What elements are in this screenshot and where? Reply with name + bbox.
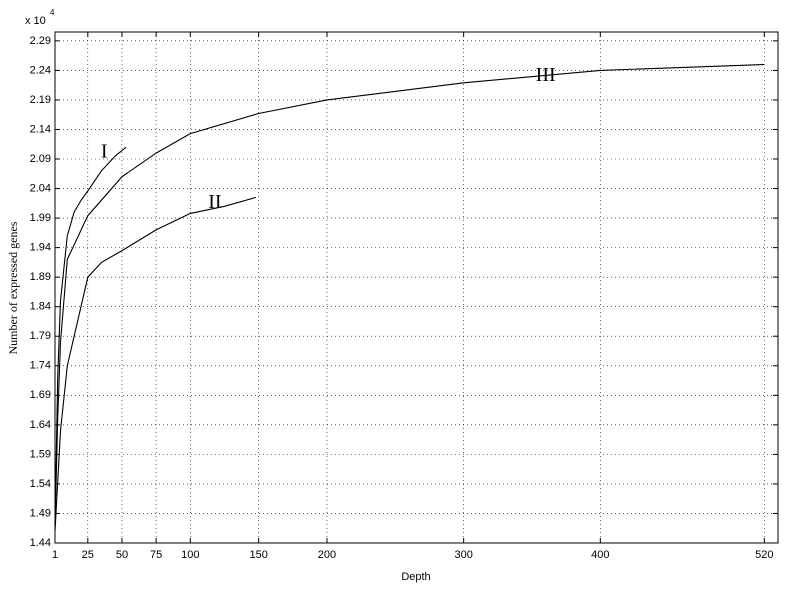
y-tick-label: 1.59 — [30, 448, 51, 460]
y-tick-label: 1.49 — [30, 507, 51, 519]
series-label: II — [208, 191, 221, 213]
y-tick-label: 1.84 — [30, 301, 51, 313]
y-multiplier: x 10 — [25, 15, 46, 27]
y-tick-label: 2.29 — [30, 35, 51, 47]
y-tick-label: 1.74 — [30, 360, 51, 372]
x-tick-label: 50 — [116, 549, 128, 561]
line — [54, 63, 765, 526]
y-tick-label: 1.54 — [30, 478, 51, 490]
x-tick-label: 200 — [318, 549, 336, 561]
y-tick-label: 1.79 — [30, 330, 51, 342]
y-tick-label: 2.04 — [30, 182, 51, 194]
series-label: III — [536, 64, 556, 86]
y-tick-label: 2.14 — [30, 123, 51, 135]
y-axis-label: Number of expressed genes — [6, 221, 20, 354]
x-tick-label: 300 — [454, 549, 472, 561]
y-tick-label: 1.44 — [30, 537, 51, 549]
series-label: I — [101, 141, 108, 163]
x-tick-label: 400 — [591, 549, 609, 561]
x-tick-label: 100 — [181, 549, 199, 561]
x-tick-label: 25 — [82, 549, 94, 561]
x-tick-label: 1 — [52, 549, 58, 561]
x-tick-label: 75 — [150, 549, 162, 561]
x-tick-label: 150 — [249, 549, 267, 561]
y-tick-label: 1.94 — [30, 242, 51, 254]
y-tick-label: 1.99 — [30, 212, 51, 224]
x-axis-label: Depth — [401, 571, 430, 583]
y-exponent: 4 — [50, 8, 55, 17]
plot-frame — [54, 31, 779, 544]
y-tick-label: 1.69 — [30, 389, 51, 401]
line — [54, 196, 257, 532]
line — [54, 146, 127, 526]
y-tick-label: 1.64 — [30, 419, 51, 431]
y-tick-label: 1.89 — [30, 271, 51, 283]
y-tick-label: 2.19 — [30, 94, 51, 106]
y-tick-label: 2.09 — [30, 153, 51, 165]
y-tick-label: 2.24 — [30, 64, 51, 76]
x-tick-label: 520 — [755, 549, 773, 561]
